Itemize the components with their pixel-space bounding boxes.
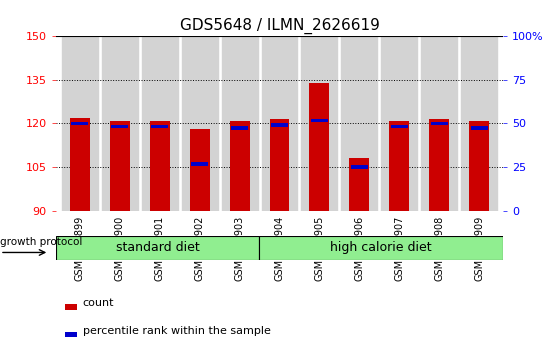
Bar bbox=[421, 36, 457, 211]
Bar bbox=[70, 118, 90, 211]
Bar bbox=[311, 119, 328, 122]
Bar bbox=[110, 121, 130, 211]
Text: percentile rank within the sample: percentile rank within the sample bbox=[83, 326, 271, 336]
Bar bbox=[62, 36, 98, 211]
Bar bbox=[381, 36, 417, 211]
Bar bbox=[389, 121, 409, 211]
Bar bbox=[221, 36, 258, 211]
Bar bbox=[142, 36, 178, 211]
Bar bbox=[259, 236, 503, 260]
Bar bbox=[190, 129, 210, 211]
Bar bbox=[310, 83, 329, 211]
Bar bbox=[262, 36, 297, 211]
Bar bbox=[351, 165, 368, 169]
Bar bbox=[231, 126, 248, 130]
Bar bbox=[65, 305, 77, 310]
Bar bbox=[431, 122, 448, 125]
Bar bbox=[429, 119, 449, 211]
Bar bbox=[182, 36, 217, 211]
Bar bbox=[349, 158, 369, 211]
Bar bbox=[102, 36, 138, 211]
Bar bbox=[461, 36, 497, 211]
Bar bbox=[471, 126, 487, 130]
Bar bbox=[150, 121, 170, 211]
Bar bbox=[469, 121, 489, 211]
Bar bbox=[56, 236, 259, 260]
Bar bbox=[151, 125, 168, 128]
Bar bbox=[111, 125, 128, 128]
Bar bbox=[271, 123, 288, 127]
Text: count: count bbox=[83, 298, 114, 309]
Bar bbox=[65, 332, 77, 337]
Bar bbox=[342, 36, 377, 211]
Bar bbox=[269, 119, 290, 211]
Title: GDS5648 / ILMN_2626619: GDS5648 / ILMN_2626619 bbox=[179, 17, 380, 33]
Bar bbox=[301, 36, 338, 211]
Bar bbox=[391, 125, 408, 128]
Bar bbox=[230, 121, 249, 211]
Bar bbox=[72, 122, 88, 125]
Text: standard diet: standard diet bbox=[116, 241, 200, 254]
Text: high calorie diet: high calorie diet bbox=[330, 241, 432, 254]
Text: growth protocol: growth protocol bbox=[0, 237, 82, 247]
Bar bbox=[191, 162, 208, 166]
